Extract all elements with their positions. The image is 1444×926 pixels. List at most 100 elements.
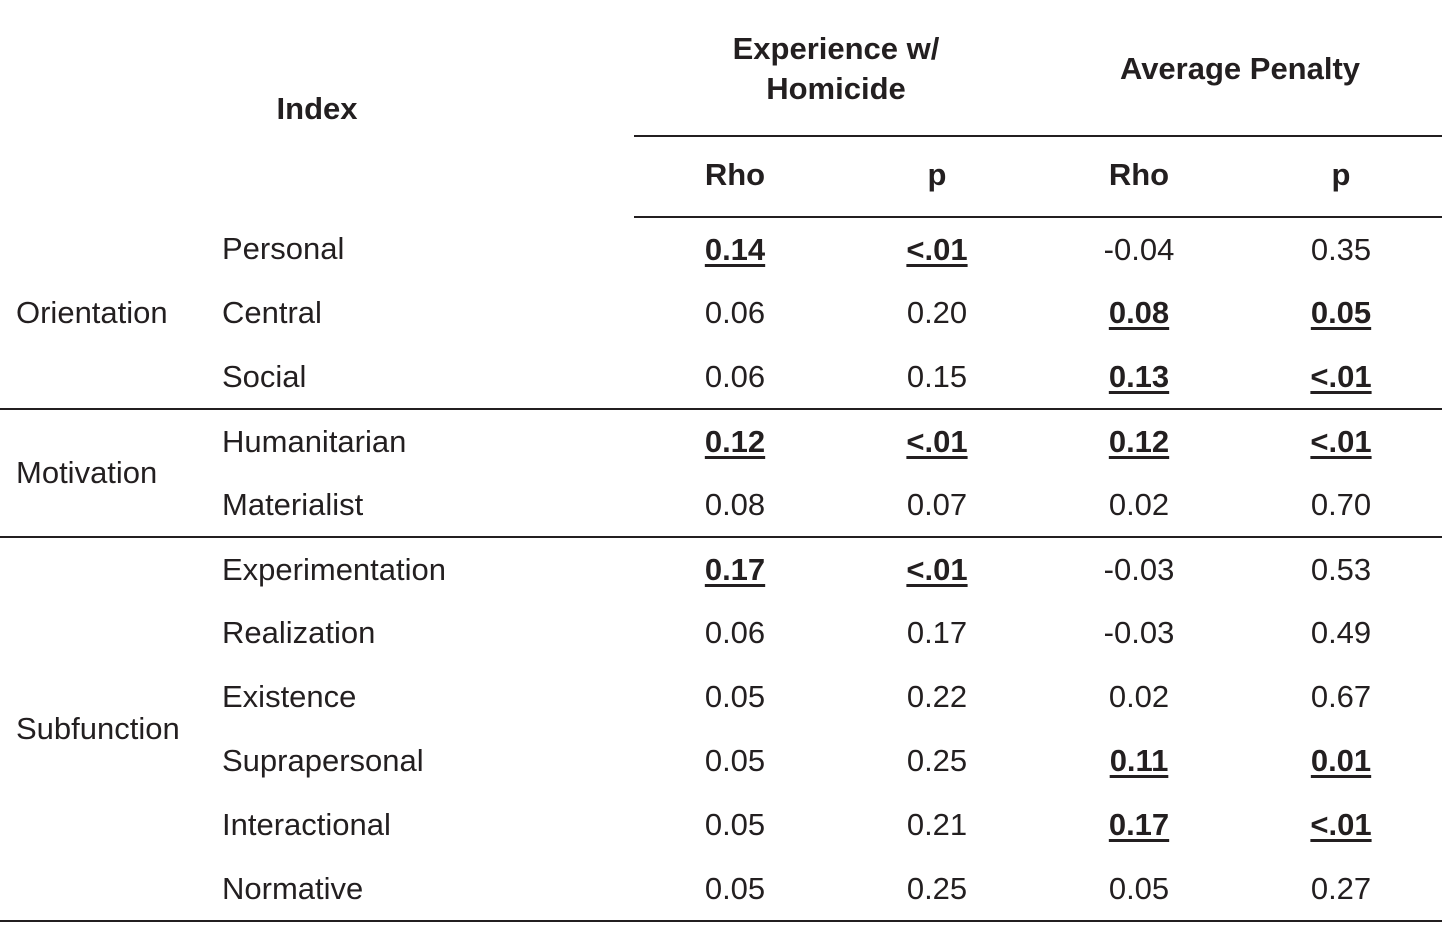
value-text: 0.17	[906, 615, 968, 650]
row-label: Humanitarian	[222, 423, 407, 459]
value-text: 0.14	[704, 231, 766, 267]
value-text: 0.35	[1310, 231, 1372, 267]
value-text: <.01	[1310, 358, 1372, 394]
row-label: Experimentation	[222, 551, 447, 587]
value-text: 0.02	[1108, 486, 1170, 522]
value-text: 0.13	[1108, 358, 1170, 394]
value-cell: 0.13	[1038, 345, 1240, 410]
table-row: Existence 0.05 0.22 0.02 0.67	[0, 665, 1442, 729]
value-text: 0.25	[906, 743, 968, 778]
value-text: -0.04	[1103, 231, 1175, 267]
value-cell: -0.04	[1038, 217, 1240, 281]
table-body: Orientation Personal 0.14 <.01 -0.04 0.35 Cent…	[0, 217, 1442, 922]
value-cell: 0.06	[634, 601, 836, 665]
value-text: <.01	[906, 231, 968, 267]
value-text: 0.05	[704, 743, 766, 778]
table-row: Realization 0.06 0.17 -0.03 0.49	[0, 601, 1442, 665]
value-cell: 0.35	[1240, 217, 1442, 281]
value-cell: 0.12	[634, 409, 836, 473]
section-label-motivation: Motivation	[0, 409, 207, 538]
value-text: 0.21	[906, 807, 968, 842]
value-cell: 0.20	[836, 281, 1038, 345]
section-label-subfunction: Subfunction	[0, 537, 207, 922]
value-text: 0.12	[1108, 423, 1170, 459]
value-cell: 0.05	[634, 857, 836, 922]
value-cell: <.01	[836, 217, 1038, 281]
value-cell: 0.11	[1038, 729, 1240, 793]
value-cell: 0.14	[634, 217, 836, 281]
value-text: <.01	[1310, 423, 1372, 459]
section-label-orientation: Orientation	[0, 217, 207, 410]
value-text: 0.08	[704, 486, 766, 522]
value-text: 0.07	[906, 486, 968, 522]
value-cell: 0.07	[836, 473, 1038, 538]
value-text: 0.05	[704, 679, 766, 714]
value-cell: <.01	[1240, 793, 1442, 857]
value-cell: 0.05	[1240, 281, 1442, 345]
value-cell: <.01	[836, 537, 1038, 601]
value-cell: 0.21	[836, 793, 1038, 857]
table-row: Orientation Personal 0.14 <.01 -0.04 0.35	[0, 217, 1442, 410]
value-cell: 0.53	[1240, 537, 1442, 601]
value-text: 0.06	[704, 295, 766, 330]
value-cell: 0.02	[1038, 473, 1240, 538]
value-cell: 0.22	[836, 665, 1038, 729]
row-label: Social	[207, 345, 634, 410]
value-cell: 0.02	[1038, 665, 1240, 729]
table-header: Index Experience w/Homicide Average Pena…	[0, 0, 1442, 218]
row-label: Materialist	[207, 473, 634, 538]
value-text: 0.12	[704, 423, 766, 459]
value-cell: 0.12	[1038, 409, 1240, 473]
row-label: Personal	[222, 231, 345, 266]
index-header: Index	[276, 90, 358, 126]
row-label: Interactional	[222, 807, 391, 842]
value-text: 0.06	[704, 615, 766, 650]
value-cell: 0.05	[1038, 857, 1240, 922]
sub-header-rho: Rho	[634, 136, 836, 218]
value-cell: 0.49	[1240, 601, 1442, 665]
value-cell: 0.17	[634, 537, 836, 601]
table-row: Motivation Humanitarian 0.12 <.01 0.12 <.01	[0, 409, 1442, 538]
table-row: Suprapersonal 0.05 0.25 0.11 0.01	[0, 729, 1442, 793]
value-text: 0.01	[1310, 743, 1372, 778]
value-cell: <.01	[1240, 345, 1442, 410]
value-cell: 0.05	[634, 793, 836, 857]
value-text: <.01	[1310, 807, 1372, 842]
value-cell: 0.17	[836, 601, 1038, 665]
row-label: Normative	[207, 857, 634, 922]
value-cell: 0.05	[634, 729, 836, 793]
value-cell: <.01	[1240, 409, 1442, 473]
value-cell: 0.25	[836, 857, 1038, 922]
value-text: 0.06	[704, 358, 766, 394]
value-cell: 0.06	[634, 281, 836, 345]
value-cell: 0.06	[634, 345, 836, 410]
value-cell: 0.05	[634, 665, 836, 729]
value-cell: 0.27	[1240, 857, 1442, 922]
sub-header-p: p	[1240, 136, 1442, 218]
value-cell: 0.70	[1240, 473, 1442, 538]
row-label: Suprapersonal	[222, 743, 424, 778]
value-text: 0.11	[1109, 743, 1169, 778]
value-cell: 0.08	[1038, 281, 1240, 345]
table-row: Interactional 0.05 0.21 0.17 <.01	[0, 793, 1442, 857]
value-text: 0.15	[906, 358, 968, 394]
value-cell: 0.01	[1240, 729, 1442, 793]
row-label: Central	[222, 295, 322, 330]
row-label: Existence	[222, 679, 357, 714]
value-text: -0.03	[1103, 615, 1175, 650]
sub-header-p: p	[836, 136, 1038, 218]
value-text: 0.17	[704, 551, 766, 587]
value-text: <.01	[906, 423, 968, 459]
value-cell: 0.15	[836, 345, 1038, 410]
value-text: 0.53	[1310, 551, 1372, 587]
value-text: 0.05	[704, 807, 766, 842]
value-cell: 0.17	[1038, 793, 1240, 857]
table-row: Normative 0.05 0.25 0.05 0.27	[0, 857, 1442, 922]
value-text: 0.20	[906, 295, 968, 330]
row-label: Realization	[222, 615, 376, 650]
table-row: Social 0.06 0.15 0.13 <.01	[0, 345, 1442, 410]
sub-header-rho: Rho	[1038, 136, 1240, 218]
value-text: 0.05	[1310, 295, 1372, 330]
